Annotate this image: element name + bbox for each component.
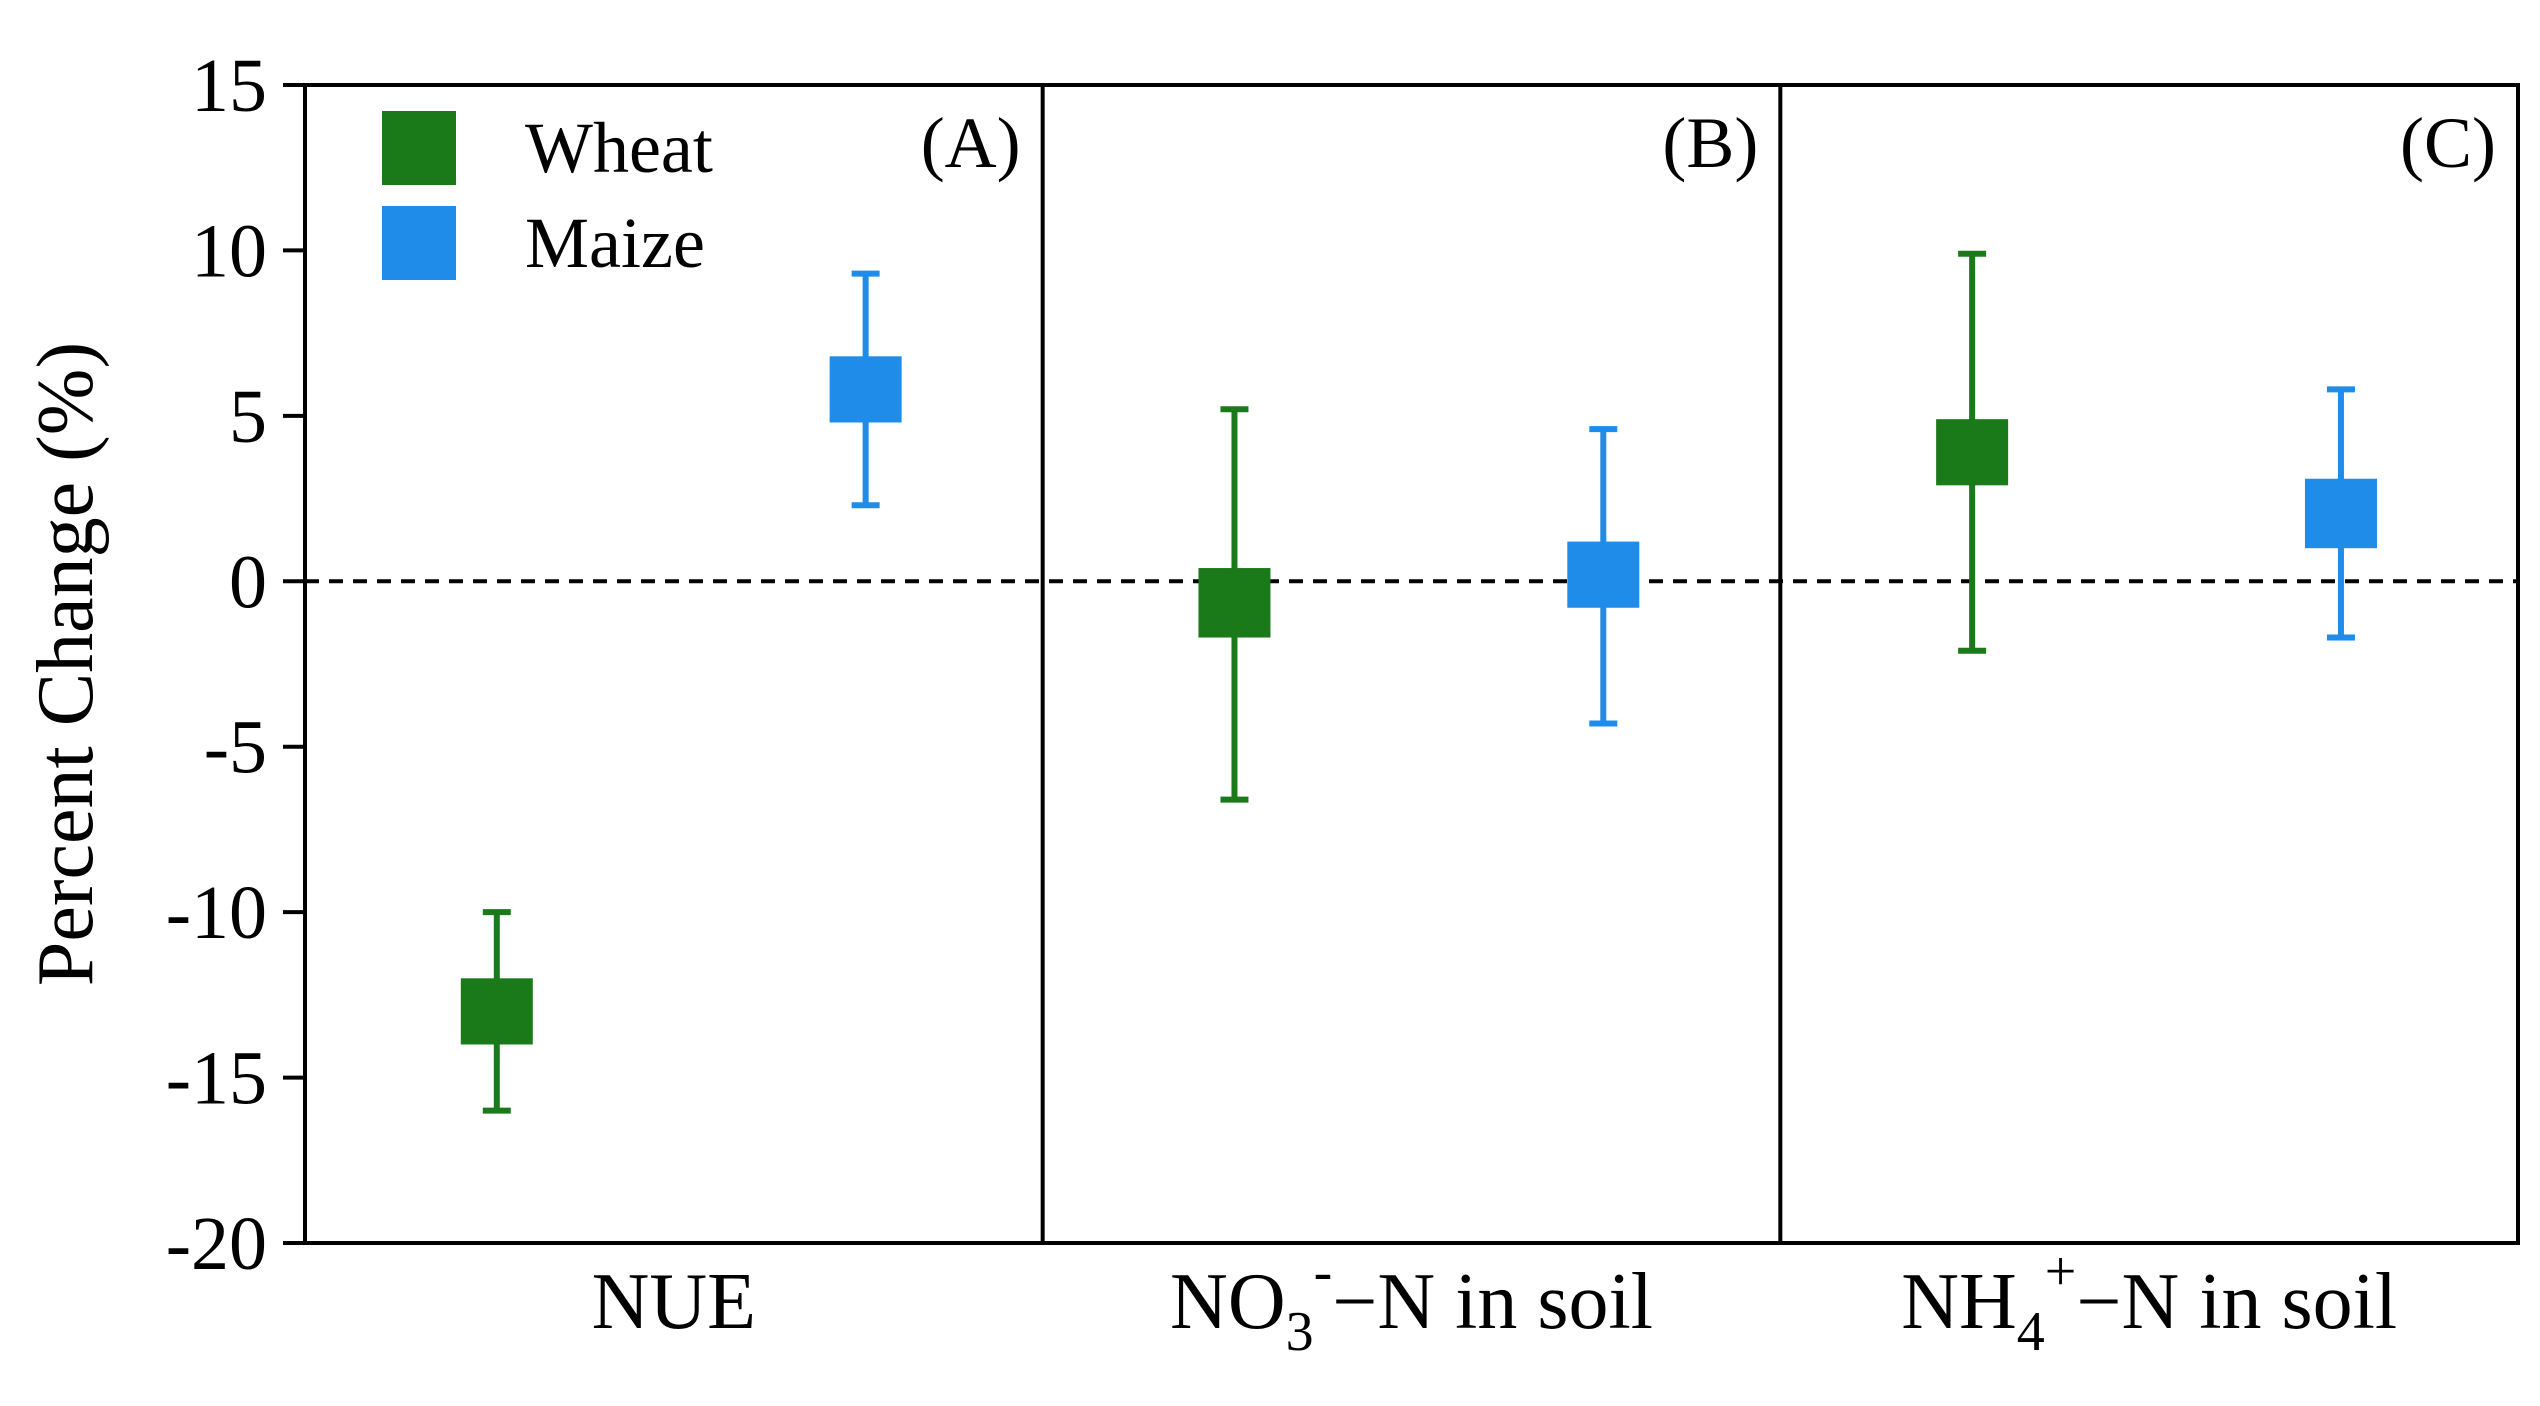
category-label: NH4+−N in soil: [1901, 1241, 2397, 1363]
category-label-rest: −N in soil: [1332, 1258, 1653, 1346]
y-tick-label: -5: [204, 706, 267, 790]
maize-mean-marker: [1567, 541, 1640, 608]
maize-mean-marker: [2304, 478, 2377, 549]
legend-swatch-maize: [382, 206, 456, 280]
y-tick-label: 5: [229, 375, 267, 459]
category-label-main: NO: [1170, 1258, 1286, 1346]
y-tick-label: -10: [166, 871, 267, 955]
panel-label: (C): [2400, 103, 2496, 183]
category-label-rest: −N in soil: [2076, 1258, 2397, 1346]
category-label: NUE: [592, 1258, 756, 1346]
category-label-superscript: +: [2045, 1241, 2077, 1303]
category-label-main: NH: [1901, 1258, 2017, 1346]
legend-label-maize: Maize: [525, 203, 705, 283]
panel-label: (B): [1662, 103, 1758, 183]
legend-label-wheat: Wheat: [525, 108, 713, 188]
category-label: NO3-−N in soil: [1170, 1241, 1653, 1363]
legend-swatch-wheat: [382, 111, 456, 185]
wheat-mean-marker: [460, 978, 533, 1045]
y-tick-label: 0: [229, 540, 267, 624]
panel-label: (A): [921, 103, 1021, 183]
wheat-mean-marker: [1198, 568, 1271, 638]
plot-frame: [303, 83, 2520, 1245]
y-tick-label: -15: [166, 1037, 267, 1121]
wheat-mean-marker: [1936, 419, 2009, 486]
y-axis-title: Percent Change (%): [22, 342, 110, 986]
category-label-superscript: -: [1314, 1241, 1333, 1303]
y-tick-label: 15: [191, 44, 267, 128]
maize-mean-marker: [829, 356, 902, 423]
y-tick-label: -20: [166, 1202, 267, 1286]
category-label-subscript: 4: [2017, 1301, 2045, 1363]
category-label-subscript: 3: [1286, 1301, 1314, 1363]
y-tick-label: 10: [191, 209, 267, 293]
